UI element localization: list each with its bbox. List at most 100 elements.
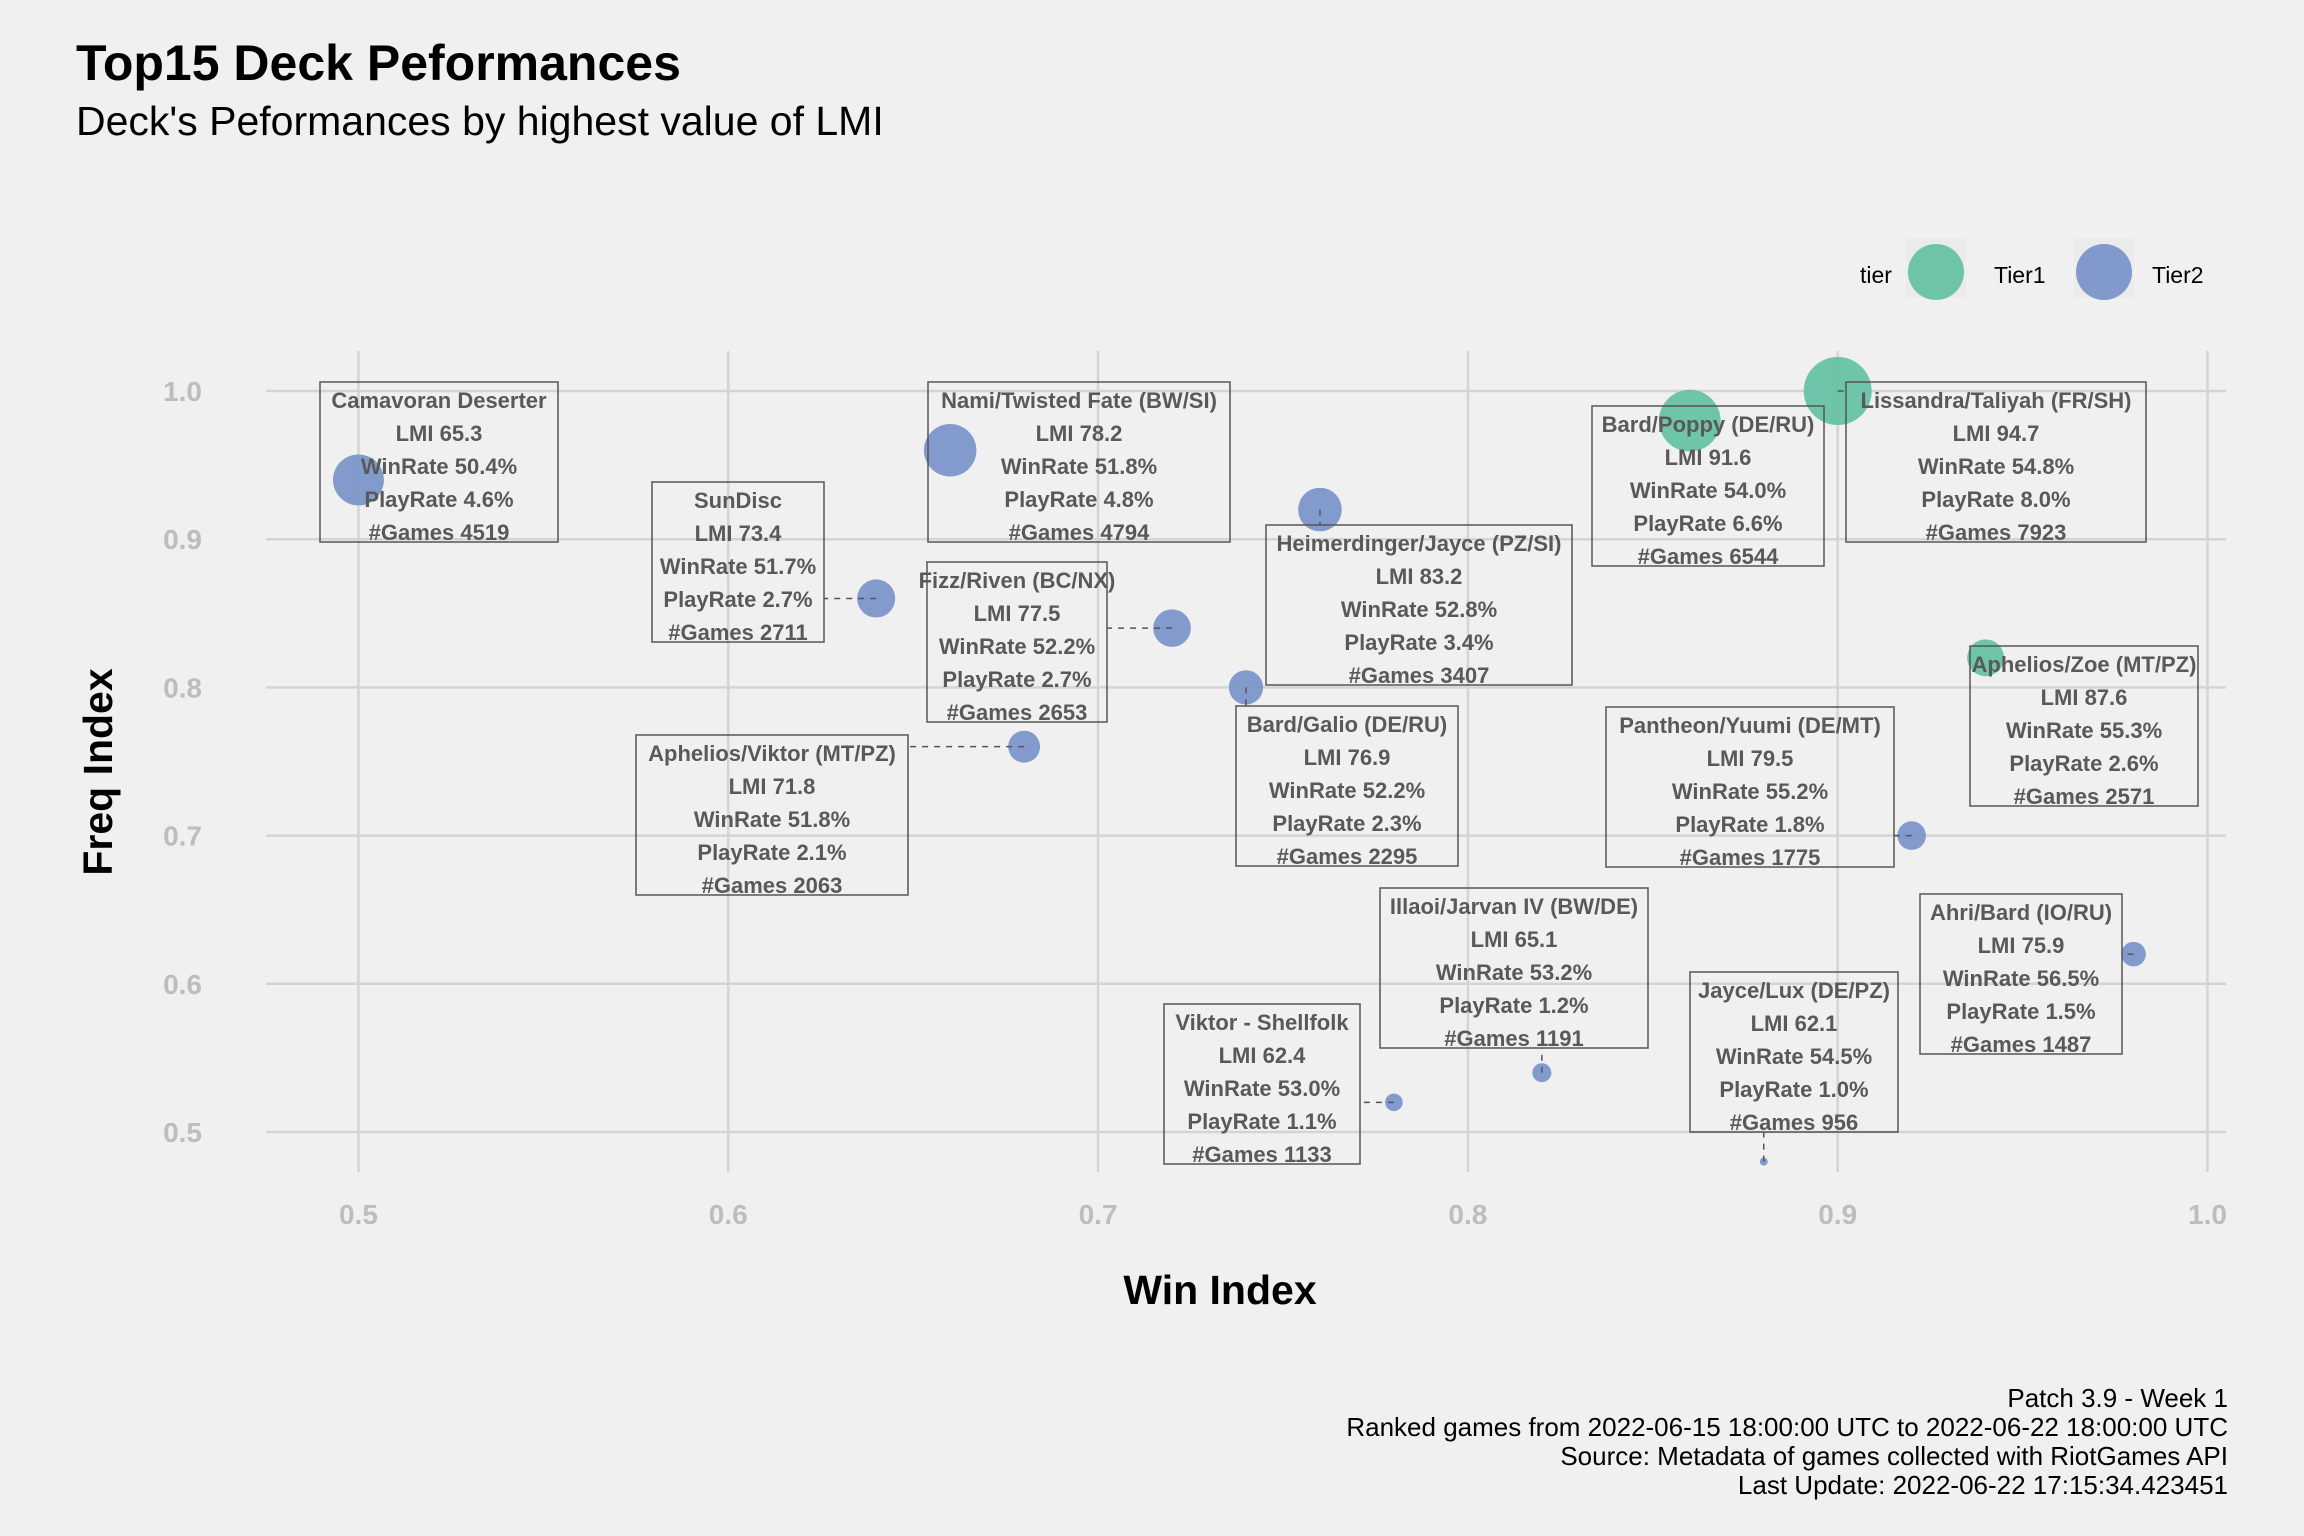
- label-playrate: PlayRate 2.3%: [1272, 811, 1421, 836]
- label-winrate: WinRate 53.2%: [1436, 960, 1592, 985]
- label-playrate: PlayRate 2.7%: [942, 667, 1091, 692]
- label-games: #Games 1775: [1680, 845, 1821, 870]
- label-box: [651, 481, 825, 643]
- label-playrate: PlayRate 6.6%: [1633, 511, 1782, 536]
- label-box: [1591, 405, 1825, 567]
- chart-title: Top15 Deck Peformances: [76, 35, 681, 91]
- label-deck: Camavoran Deserter: [331, 388, 547, 413]
- point-label: Lissandra/Taliyah (FR/SH) LMI 94.7 WinRate…: [1837, 381, 2147, 545]
- label-box: [1919, 893, 2123, 1055]
- point-label: Fizz/Riven (BC/NX) LMI 77.5 WinRate 52.2% P…: [919, 561, 1173, 725]
- x-tick-label: 0.7: [1079, 1199, 1118, 1230]
- chart-subtitle: Deck's Peformances by highest value of L…: [76, 98, 884, 144]
- label-games: #Games 1487: [1951, 1032, 2092, 1057]
- point-label: Viktor - Shellfolk LMI 62.4 WinRate 53.0% P…: [1163, 1003, 1394, 1167]
- label-games: #Games 4519: [369, 520, 510, 545]
- label-winrate: WinRate 55.2%: [1672, 779, 1828, 804]
- label-box: [1163, 1003, 1361, 1165]
- legend-label-tier1: Tier1: [1994, 262, 2046, 288]
- x-tick-label: 0.9: [1818, 1199, 1857, 1230]
- label-deck: Viktor - Shellfolk: [1175, 1010, 1349, 1035]
- y-tick-label: 0.6: [163, 969, 202, 1000]
- label-winrate: WinRate 51.8%: [694, 807, 850, 832]
- label-playrate: PlayRate 1.0%: [1719, 1077, 1868, 1102]
- label-games: #Games 2711: [668, 620, 807, 645]
- data-point: [1658, 389, 1721, 452]
- label-winrate: WinRate 52.8%: [1341, 597, 1497, 622]
- point-label: Ahri/Bard (IO/RU) LMI 75.9 WinRate 56.5% Pl…: [1919, 893, 2134, 1057]
- y-tick-label: 0.5: [163, 1117, 202, 1148]
- label-lmi: LMI 73.4: [695, 521, 783, 546]
- label-games: #Games 2295: [1277, 844, 1418, 869]
- point-label: Bard/Poppy (DE/RU) LMI 91.6 WinRate 54.0% P…: [1591, 405, 1825, 569]
- x-axis-ticks: 0.5 0.6 0.7 0.8 0.9 1.0: [339, 1199, 2227, 1230]
- label-games: #Games 2571: [2014, 784, 2155, 809]
- label-winrate: WinRate 53.0%: [1184, 1076, 1340, 1101]
- label-box: [1605, 706, 1895, 868]
- y-tick-label: 0.9: [163, 524, 202, 555]
- label-playrate: PlayRate 2.6%: [2009, 751, 2158, 776]
- label-lmi: LMI 87.6: [2041, 685, 2128, 710]
- label-box: [1379, 887, 1649, 1049]
- y-tick-label: 0.7: [163, 821, 202, 852]
- point-label: Illaoi/Jarvan IV (BW/DE) LMI 65.1 WinRate …: [1379, 887, 1649, 1073]
- label-lmi: LMI 77.5: [974, 601, 1061, 626]
- label-box: [927, 381, 1231, 543]
- label-playrate: PlayRate 1.1%: [1187, 1109, 1336, 1134]
- label-playrate: PlayRate 2.1%: [697, 840, 846, 865]
- label-playrate: PlayRate 1.5%: [1946, 999, 2095, 1024]
- label-games: #Games 4794: [1009, 520, 1150, 545]
- label-deck: Aphelios/Viktor (MT/PZ): [648, 741, 896, 766]
- label-games: #Games 2063: [702, 873, 843, 898]
- data-point: [1967, 639, 2005, 677]
- label-lmi: LMI 65.1: [1471, 927, 1558, 952]
- label-playrate: PlayRate 4.6%: [364, 487, 513, 512]
- label-deck: Jayce/Lux (DE/PZ): [1698, 978, 1890, 1003]
- caption-last-update: Last Update: 2022-06-22 17:15:34.423451: [1737, 1470, 2228, 1500]
- label-deck: SunDisc: [694, 488, 782, 513]
- label-box: [319, 381, 559, 543]
- label-box: [1845, 381, 2147, 543]
- label-winrate: WinRate 51.8%: [1001, 454, 1157, 479]
- grid-lines: [266, 351, 2226, 1172]
- label-games: #Games 1133: [1192, 1142, 1331, 1167]
- label-winrate: WinRate 51.7%: [660, 554, 816, 579]
- data-point: [923, 424, 977, 477]
- legend: tier Tier1 Tier2: [1860, 238, 2204, 300]
- label-winrate: WinRate 54.0%: [1630, 478, 1786, 503]
- label-lmi: LMI 76.9: [1304, 745, 1391, 770]
- point-label: Nami/Twisted Fate (BW/SI) LMI 78.2 WinRate…: [927, 381, 1231, 545]
- label-deck: Aphelios/Zoe (MT/PZ): [1972, 652, 2197, 677]
- label-box: [926, 561, 1108, 723]
- caption-date-range: Ranked games from 2022-06-15 18:00:00 UT…: [1346, 1412, 2228, 1442]
- label-games: #Games 6544: [1638, 544, 1779, 569]
- point-label: Aphelios/Zoe (MT/PZ) LMI 87.6 WinRate 55.3…: [1969, 645, 2199, 809]
- label-box: [1265, 524, 1573, 686]
- label-playrate: PlayRate 2.7%: [663, 587, 812, 612]
- label-lmi: LMI 79.5: [1707, 746, 1794, 771]
- label-lmi: LMI 62.4: [1219, 1043, 1307, 1068]
- label-lmi: LMI 62.1: [1751, 1011, 1838, 1036]
- label-lmi: LMI 71.8: [729, 774, 816, 799]
- x-tick-label: 0.5: [339, 1199, 378, 1230]
- legend-title: tier: [1860, 262, 1892, 288]
- legend-label-tier2: Tier2: [2152, 262, 2204, 288]
- label-deck: Bard/Galio (DE/RU): [1247, 712, 1447, 737]
- label-winrate: WinRate 52.2%: [1269, 778, 1425, 803]
- label-winrate: WinRate 56.5%: [1943, 966, 2099, 991]
- label-playrate: PlayRate 4.8%: [1004, 487, 1153, 512]
- label-box: [1969, 645, 2199, 807]
- label-deck: Lissandra/Taliyah (FR/SH): [1861, 388, 2132, 413]
- x-axis-label: Win Index: [1123, 1267, 1316, 1313]
- label-deck: Ahri/Bard (IO/RU): [1930, 900, 2112, 925]
- x-tick-label: 0.8: [1448, 1199, 1487, 1230]
- point-labels: Lissandra/Taliyah (FR/SH) LMI 94.7 WinRate…: [319, 381, 2199, 1167]
- point-label: Aphelios/Viktor (MT/PZ) LMI 71.8 WinRate 5…: [635, 734, 1025, 898]
- x-tick-label: 1.0: [2188, 1199, 2227, 1230]
- label-lmi: LMI 78.2: [1036, 421, 1123, 446]
- data-point: [332, 454, 384, 506]
- label-lmi: LMI 65.3: [396, 421, 483, 446]
- point-label: Camavoran Deserter LMI 65.3 WinRate 50.4% P…: [319, 381, 559, 545]
- label-box: [1689, 971, 1899, 1133]
